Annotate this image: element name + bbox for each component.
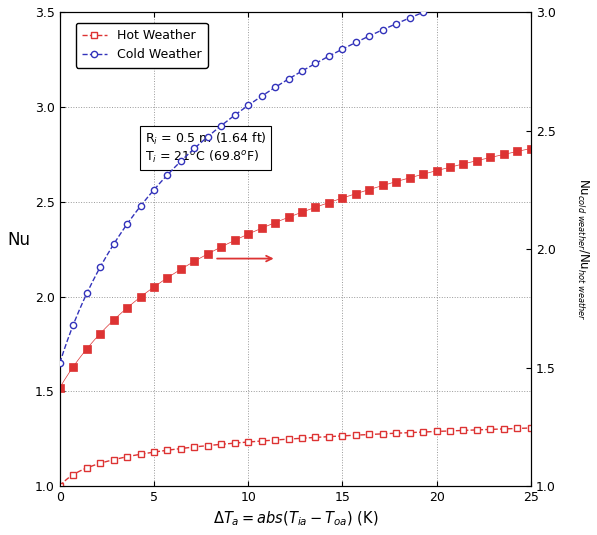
Text: R$_i$ = 0.5 m (1.64 ft)
T$_i$ = 21$^o$C (69.8$^o$F): R$_i$ = 0.5 m (1.64 ft) T$_i$ = 21$^o$C … (144, 131, 266, 165)
Y-axis label: Nu: Nu (7, 231, 30, 249)
X-axis label: $\Delta T_a = abs(T_{ia} - T_{oa})$ (K): $\Delta T_a = abs(T_{ia} - T_{oa})$ (K) (213, 510, 378, 528)
Legend: Hot Weather, Cold Weather: Hot Weather, Cold Weather (75, 23, 208, 68)
Y-axis label: Nu$_{cold\ weather}$/Nu$_{hot\ weather}$: Nu$_{cold\ weather}$/Nu$_{hot\ weather}$ (575, 178, 590, 320)
